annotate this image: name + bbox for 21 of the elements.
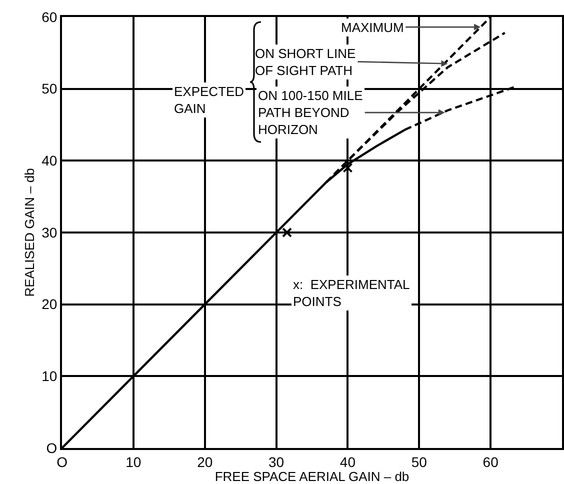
annotation: MAXIMUM — [341, 20, 404, 35]
x-tick-label: 40 — [340, 454, 356, 470]
y-tick-label: 30 — [42, 224, 58, 240]
y-tick-label: 50 — [42, 80, 58, 97]
y-tick-label: O — [46, 440, 58, 456]
x-tick-label: 30 — [268, 454, 284, 470]
x-axis-title: FREE SPACE AERIAL GAIN – db — [214, 469, 410, 484]
y-tick-label: 10 — [42, 368, 58, 384]
x-tick-label: 60 — [482, 454, 499, 470]
x-tick-label: O — [56, 454, 68, 470]
y-tick-label: 60 — [42, 8, 58, 25]
x-tick-label: 50 — [411, 454, 428, 470]
annotation: EXPECTED GAIN — [174, 84, 244, 116]
y-tick-label: 20 — [42, 296, 58, 312]
y-tick-label: 40 — [42, 152, 58, 169]
annotation: ON 100-150 MILE PATH BEYOND HORIZON — [258, 88, 364, 137]
x-tick-label: 10 — [126, 454, 142, 470]
annotation: x: EXPERIMENTAL POINTS — [293, 277, 410, 309]
annotation: ON SHORT LINE OF SIGHT PATH — [255, 46, 356, 78]
x-tick-label: 20 — [197, 454, 213, 470]
y-axis-title: REALISED GAIN – db — [22, 168, 38, 297]
